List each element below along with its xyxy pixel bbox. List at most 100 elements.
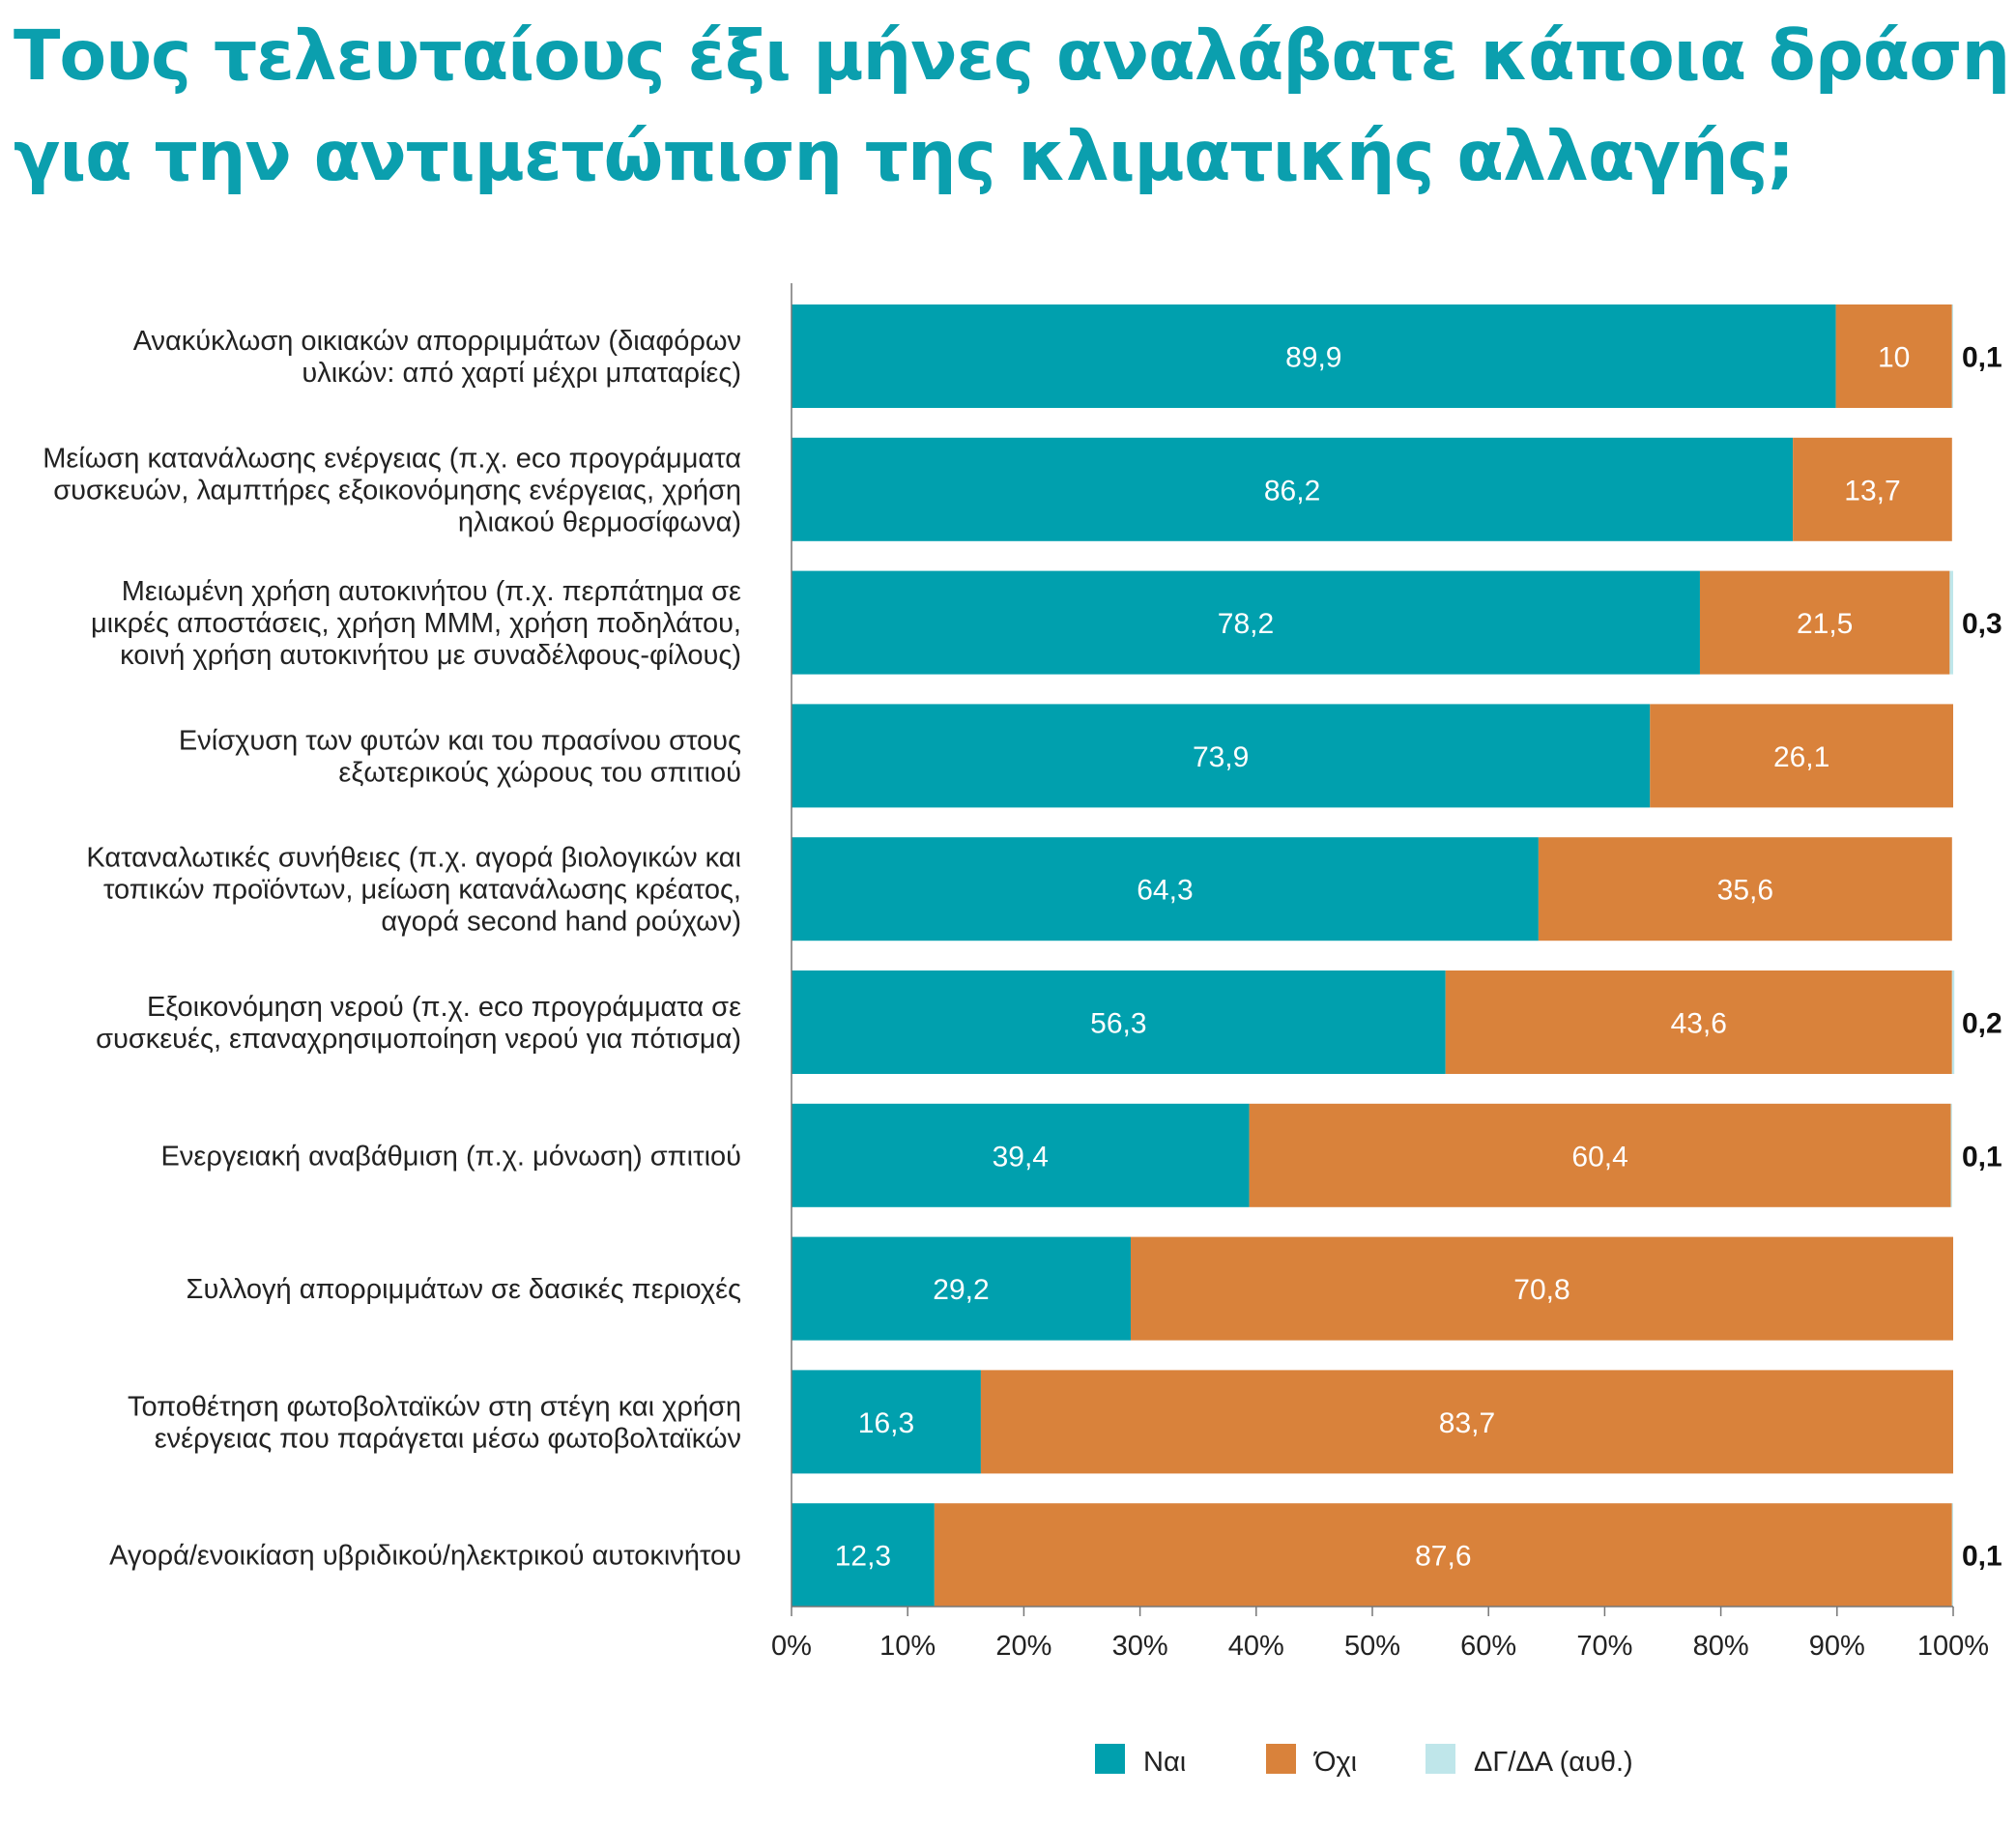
category-label: Εξοικονόμηση νερού (π.χ. eco προγράμματα… <box>96 992 741 1055</box>
category-label-line: Εξοικονόμηση νερού (π.χ. eco προγράμματα… <box>147 992 741 1023</box>
x-tick-label: 90% <box>1809 1631 1865 1662</box>
x-tick-label: 20% <box>995 1631 1051 1662</box>
category-label-line: Ενεργειακή αναβάθμιση (π.χ. μόνωση) σπιτ… <box>161 1141 741 1172</box>
category-label: Συλλογή απορριμμάτων σε δασικές περιοχές <box>187 1274 741 1305</box>
data-label: 16,3 <box>858 1407 914 1439</box>
category-label-line: Ανακύκλωση οικιακών απορριμμάτων (διαφόρ… <box>133 326 741 357</box>
bar-segment-yes <box>792 1370 981 1474</box>
x-tick-label: 0% <box>771 1631 812 1662</box>
data-label: 86,2 <box>1264 475 1320 507</box>
x-tick-label: 10% <box>879 1631 936 1662</box>
legend-swatch <box>1426 1744 1455 1774</box>
category-label-line: Αγορά/ενοικίαση υβριδικού/ηλεκτρικού αυτ… <box>109 1541 741 1572</box>
data-label-dk: 0,2 <box>1962 1008 2002 1040</box>
data-label-dk: 0,3 <box>1962 608 2002 640</box>
category-label-line: εξωτερικούς χώρους του σπιτιού <box>338 757 741 788</box>
legend-swatch <box>1095 1744 1125 1774</box>
x-axis: 0% 10% 20% 30% 40% 50% 60% 70% 80% 90% 100% <box>771 283 1989 1662</box>
category-label-line: συσκευών, λαμπτήρες εξοικονόμησης ενέργε… <box>53 475 741 506</box>
category-label: Ενεργειακή αναβάθμιση (π.χ. μόνωση) σπιτ… <box>161 1141 741 1172</box>
category-label: Ενίσχυση των φυτών και του πρασίνου στου… <box>179 725 741 788</box>
data-label: 43,6 <box>1671 1008 1727 1040</box>
data-label: 13,7 <box>1844 475 1900 507</box>
legend-swatch <box>1266 1744 1296 1774</box>
bar-segment-no <box>1699 570 1950 675</box>
bar-segment-yes <box>792 1503 935 1608</box>
chart-title-line-1: Τους τελευταίους έξι μήνες αναλάβατε κάπ… <box>14 15 2010 96</box>
category-label-line: Καταναλωτικές συνήθειες (π.χ. αγορά βιολ… <box>86 843 741 874</box>
x-tick-label: 100% <box>1917 1631 1989 1662</box>
data-label-dk: 0,1 <box>1962 1141 2002 1173</box>
data-label: 10 <box>1878 342 1910 374</box>
category-label: Μείωση κατανάλωσης ενέργειας (π.χ. eco π… <box>43 443 741 537</box>
category-label-line: Συλλογή απορριμμάτων σε δασικές περιοχές <box>187 1274 741 1305</box>
x-tick-label: 60% <box>1460 1631 1516 1662</box>
bar-segment-no <box>934 1503 1952 1608</box>
bar-segment-yes <box>792 1236 1131 1341</box>
data-label: 60,4 <box>1571 1141 1627 1173</box>
chart-title-line-2: για την αντιμετώπιση της κλιματικής αλλα… <box>14 116 1795 196</box>
data-label: 70,8 <box>1513 1274 1570 1306</box>
x-tick-label: 80% <box>1693 1631 1749 1662</box>
bar-segment-no <box>1650 704 1953 808</box>
legend-label: Ναι <box>1143 1747 1186 1778</box>
bar-segment-yes <box>792 837 1539 941</box>
data-label: 39,4 <box>993 1141 1049 1173</box>
bar-segment-no <box>1249 1103 1951 1207</box>
bar-segment-no <box>1538 837 1952 941</box>
data-label: 83,7 <box>1439 1407 1495 1439</box>
category-label-line: μικρές αποστάσεις, χρήση ΜΜΜ, χρήση ποδη… <box>91 608 741 639</box>
bar-segment-dk <box>1949 570 1953 675</box>
x-tick-label: 50% <box>1344 1631 1400 1662</box>
category-label-line: κοινή χρήση αυτοκινήτου με συναδέλφους-φ… <box>120 640 741 671</box>
data-label: 56,3 <box>1090 1008 1146 1040</box>
category-label-line: Ενίσχυση των φυτών και του πρασίνου στου… <box>179 725 741 756</box>
x-tick-label: 70% <box>1576 1631 1632 1662</box>
category-label-line: ηλιακού θερμοσίφωνα) <box>458 507 741 537</box>
category-label-line: Μείωση κατανάλωσης ενέργειας (π.χ. eco π… <box>43 443 741 474</box>
bars: 89,9 10 0,1 86,2 13,7 78,2 21,5 0,3 73,9 26,1 64,3… <box>792 304 2002 1608</box>
category-label-line: Μειωμένη χρήση αυτοκινήτου (π.χ. περπάτη… <box>122 576 741 607</box>
data-label: 29,2 <box>933 1274 989 1306</box>
bar-segment-dk <box>1951 970 1955 1074</box>
bar-segment-yes <box>792 437 1794 541</box>
data-label: 35,6 <box>1717 875 1773 907</box>
data-label: 26,1 <box>1773 741 1829 773</box>
category-label-line: ενέργειας που παράγεται μέσω φωτοβολταϊκ… <box>155 1423 741 1454</box>
bar-segment-dk <box>1951 1503 1953 1608</box>
bar-segment-yes <box>792 570 1700 675</box>
x-tick-label: 40% <box>1228 1631 1284 1662</box>
legend-label: Όχι <box>1313 1747 1357 1778</box>
data-label: 78,2 <box>1218 608 1274 640</box>
data-label-dk: 0,1 <box>1962 342 2002 374</box>
bar-segment-dk <box>1951 304 1953 408</box>
category-label: Μειωμένη χρήση αυτοκινήτου (π.χ. περπάτη… <box>91 576 741 671</box>
category-label-line: συσκευές, επαναχρησιμοποίηση νερού για π… <box>96 1024 741 1055</box>
legend-label: ΔΓ/ΔΑ (αυθ.) <box>1474 1747 1633 1778</box>
bar-segment-yes <box>792 304 1836 408</box>
category-label-line: Τοποθέτηση φωτοβολταϊκών στη στέγη και χ… <box>128 1391 741 1422</box>
bar-segment-yes <box>792 704 1651 808</box>
category-label: Αγορά/ενοικίαση υβριδικού/ηλεκτρικού αυτ… <box>109 1541 741 1572</box>
data-label: 87,6 <box>1415 1541 1471 1573</box>
category-label: Καταναλωτικές συνήθειες (π.χ. αγορά βιολ… <box>86 843 741 938</box>
category-label: Τοποθέτηση φωτοβολταϊκών στη στέγη και χ… <box>128 1391 741 1454</box>
data-label: 73,9 <box>1193 741 1249 773</box>
bar-segment-yes <box>792 970 1446 1074</box>
x-tick-label: 30% <box>1112 1631 1168 1662</box>
category-label-line: τοπικών προϊόντων, μείωση κατανάλωσης κρ… <box>103 875 741 906</box>
bar-segment-no <box>980 1370 1953 1474</box>
data-label: 12,3 <box>835 1541 891 1573</box>
bar-segment-no <box>1835 304 1952 408</box>
bar-segment-no <box>1445 970 1952 1074</box>
bar-segment-no <box>1130 1236 1953 1341</box>
bar-segment-no <box>1793 437 1952 541</box>
data-label: 89,9 <box>1285 342 1341 374</box>
bar-segment-dk <box>1950 1103 1952 1207</box>
data-label: 21,5 <box>1797 608 1853 640</box>
data-label-dk: 0,1 <box>1962 1541 2002 1573</box>
category-label-line: υλικών: από χαρτί μέχρι μπαταρίες) <box>302 358 741 389</box>
data-label: 64,3 <box>1137 875 1193 907</box>
category-labels: Ανακύκλωση οικιακών απορριμμάτων (διαφόρ… <box>43 326 741 1572</box>
